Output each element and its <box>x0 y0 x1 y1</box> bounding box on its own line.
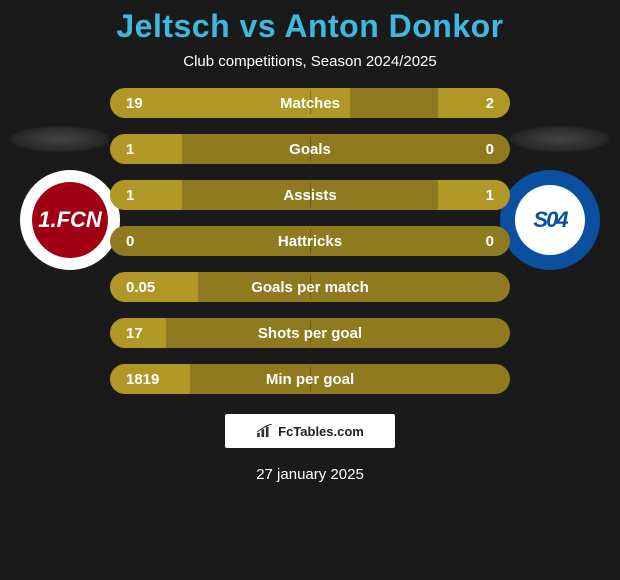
stat-row: 192Matches <box>110 88 510 118</box>
stat-row: 1819Min per goal <box>110 364 510 394</box>
club-left-logo: 1.FCN <box>32 182 108 258</box>
attribution-text: FcTables.com <box>278 424 364 439</box>
stat-row: 0.05Goals per match <box>110 272 510 302</box>
stat-label: Goals per match <box>110 279 510 296</box>
stat-label: Hattricks <box>110 233 510 250</box>
subtitle: Club competitions, Season 2024/2025 <box>0 53 620 70</box>
stat-row: 11Assists <box>110 180 510 210</box>
club-right-short: S04 <box>533 207 566 233</box>
club-left-short: 1.FCN <box>38 207 102 233</box>
stat-label: Matches <box>110 95 510 112</box>
stats-container: 192Matches 10Goals 11Assists 00Hattricks 0.0… <box>110 88 510 394</box>
player-shadow-right <box>510 126 610 152</box>
attribution-badge: FcTables.com <box>225 414 395 448</box>
stat-label: Assists <box>110 187 510 204</box>
page-title: Jeltsch vs Anton Donkor <box>0 0 620 45</box>
player-shadow-left <box>10 126 110 152</box>
club-badge-right: S04 <box>500 170 600 270</box>
club-badge-left: 1.FCN <box>20 170 120 270</box>
stat-row: 00Hattricks <box>110 226 510 256</box>
club-right-logo: S04 <box>515 185 585 255</box>
stat-label: Goals <box>110 141 510 158</box>
stat-label: Min per goal <box>110 371 510 388</box>
chart-icon <box>256 424 274 438</box>
stat-row: 17Shots per goal <box>110 318 510 348</box>
date-text: 27 january 2025 <box>0 466 620 483</box>
stat-label: Shots per goal <box>110 325 510 342</box>
stat-row: 10Goals <box>110 134 510 164</box>
